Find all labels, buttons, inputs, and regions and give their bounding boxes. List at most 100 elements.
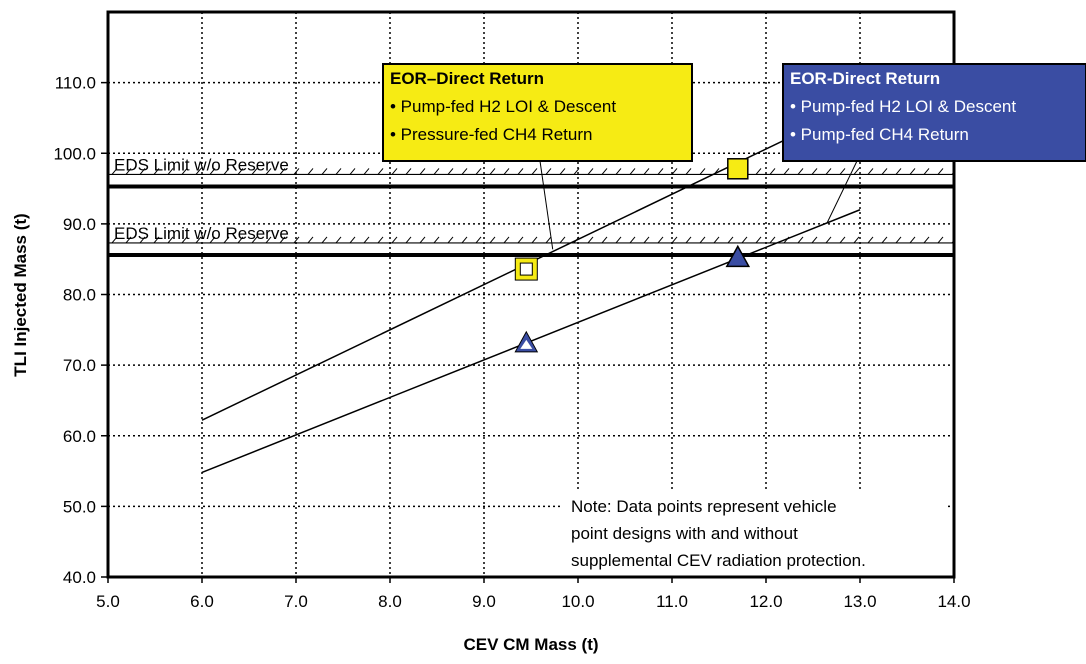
hatch-mark — [839, 168, 846, 175]
hatch-mark — [937, 168, 944, 175]
hatch-mark — [181, 168, 188, 175]
hatch-mark — [447, 236, 454, 244]
hatch-mark — [433, 168, 440, 175]
legend-box-pressure-fed: EOR–Direct Return • Pump-fed H2 LOI & De… — [382, 63, 693, 162]
hatch-mark — [657, 236, 664, 244]
hatch-mark — [909, 236, 916, 244]
hatch-mark — [209, 236, 216, 244]
hatch-mark — [321, 236, 328, 244]
hatch-mark — [265, 236, 272, 244]
hatch-mark — [223, 168, 230, 175]
hatch-mark — [279, 236, 286, 244]
hatch-mark — [615, 168, 622, 175]
hatch-mark — [419, 236, 426, 244]
hatch-mark — [755, 236, 762, 244]
legend-bullet-pressure-fed-2: • Pressure-fed CH4 Return — [390, 125, 592, 144]
hatch-mark — [629, 168, 636, 175]
hatch-mark — [503, 236, 510, 244]
data-point-square — [727, 158, 749, 180]
hatch-mark — [657, 168, 664, 175]
hatch-mark — [237, 168, 244, 175]
hatch-mark — [727, 236, 734, 244]
leader-line-pump-fed — [826, 160, 858, 224]
hatch-mark — [825, 236, 832, 244]
hatch-mark — [377, 168, 384, 175]
hatch-mark — [461, 236, 468, 244]
y-tick-label: 60.0 — [63, 427, 96, 446]
hatch-mark — [867, 236, 874, 244]
hatch-mark — [797, 236, 804, 244]
hatch-mark — [755, 168, 762, 175]
hatch-mark — [713, 236, 720, 244]
legend-title-pressure-fed: EOR–Direct Return — [390, 69, 544, 88]
hatch-mark — [391, 168, 398, 175]
hatch-mark — [545, 168, 552, 175]
hatch-mark — [307, 168, 314, 175]
hatch-mark — [167, 236, 174, 244]
hatch-mark — [125, 236, 132, 244]
hatch-mark — [923, 168, 930, 175]
hatch-mark — [251, 168, 258, 175]
hatch-mark — [783, 168, 790, 175]
x-tick-label: 8.0 — [378, 592, 402, 611]
hatch-mark — [237, 236, 244, 244]
hatch-mark — [335, 168, 342, 175]
hatch-mark — [279, 168, 286, 175]
x-tick-label: 13.0 — [843, 592, 876, 611]
hatch-mark — [531, 236, 538, 244]
hatch-mark — [741, 236, 748, 244]
hatch-mark — [559, 168, 566, 175]
x-tick-label: 6.0 — [190, 592, 214, 611]
hatch-mark — [433, 236, 440, 244]
eds-limit-label: EDS Limit w/o Reserve — [114, 224, 289, 243]
y-tick-label: 50.0 — [63, 497, 96, 516]
hatch-mark — [461, 168, 468, 175]
hatch-mark — [587, 168, 594, 175]
hatch-mark — [251, 236, 258, 244]
hatch-mark — [153, 236, 160, 244]
hatch-mark — [685, 168, 692, 175]
data-point-triangle — [725, 244, 751, 268]
hatch-mark — [881, 168, 888, 175]
hatch-mark — [629, 236, 636, 244]
hatch-mark — [447, 168, 454, 175]
hatch-mark — [377, 236, 384, 244]
hatch-mark — [209, 168, 216, 175]
hatch-mark — [699, 168, 706, 175]
x-tick-label: 5.0 — [96, 592, 120, 611]
legend-bullet-pressure-fed-1: • Pump-fed H2 LOI & Descent — [390, 97, 616, 116]
hatch-mark — [517, 168, 524, 175]
hatch-mark — [405, 236, 412, 244]
hatch-mark — [503, 168, 510, 175]
y-tick-label: 70.0 — [63, 356, 96, 375]
hatch-mark — [853, 168, 860, 175]
note-box: Note: Data points represent vehicle poin… — [563, 490, 947, 574]
note-line-2: point designs with and without — [571, 524, 798, 543]
x-axis-ticks: 5.0 6.0 7.0 8.0 9.0 10.0 11.0 12.0 13.0 14.0 — [96, 577, 971, 611]
hatch-mark — [811, 236, 818, 244]
hatch-mark — [643, 168, 650, 175]
x-axis-title: CEV CM Mass (t) — [463, 635, 598, 654]
hatch-mark — [769, 168, 776, 175]
eds-limit-lines — [108, 168, 954, 257]
y-axis-ticks: 40.0 50.0 60.0 70.0 80.0 90.0 100.0 110.0 — [53, 74, 108, 587]
hatch-mark — [671, 168, 678, 175]
hatch-mark — [545, 236, 552, 244]
hatch-mark — [881, 236, 888, 244]
hatch-mark — [699, 236, 706, 244]
hatch-mark — [839, 236, 846, 244]
data-points — [514, 158, 751, 353]
hatch-mark — [111, 168, 118, 175]
y-tick-label: 90.0 — [63, 215, 96, 234]
hatch-mark — [475, 236, 482, 244]
hatch-mark — [601, 168, 608, 175]
limit-labels: EDS Limit w/o Reserve EDS Limit w/o Reser… — [114, 155, 289, 243]
hatch-mark — [601, 236, 608, 244]
hatch-mark — [293, 168, 300, 175]
y-tick-label: 80.0 — [63, 286, 96, 305]
hatch-mark — [265, 168, 272, 175]
hatch-mark — [895, 168, 902, 175]
hatch-mark — [895, 236, 902, 244]
legend-bullet-pump-fed-1: • Pump-fed H2 LOI & Descent — [790, 97, 1016, 116]
